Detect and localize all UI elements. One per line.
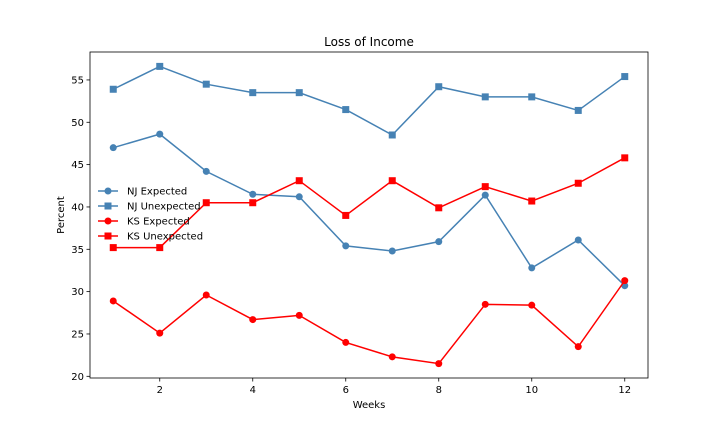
legend-item: KS Unexpected <box>98 232 203 243</box>
y-tick-label: 50 <box>71 118 84 129</box>
data-point <box>295 177 303 185</box>
data-point <box>249 199 257 207</box>
data-point <box>481 191 489 199</box>
x-tick-label: 8 <box>436 385 442 396</box>
data-point <box>621 154 629 162</box>
legend-marker <box>104 187 112 195</box>
series-4 <box>109 154 629 252</box>
series-line <box>112 65 626 136</box>
data-point <box>621 73 629 81</box>
series-2 <box>109 62 629 139</box>
data-point <box>295 193 303 201</box>
data-point <box>342 211 350 219</box>
data-point <box>574 106 582 114</box>
data-point <box>435 204 443 212</box>
data-point <box>156 329 164 337</box>
legend-item: NJ Unexpected <box>98 202 201 213</box>
legend-marker <box>104 202 112 210</box>
data-point <box>388 247 396 255</box>
x-tick-label: 12 <box>618 385 631 396</box>
series-line <box>113 157 626 249</box>
y-tick-label: 45 <box>71 160 84 171</box>
data-point <box>109 244 117 252</box>
legend-label: KS Expected <box>127 217 190 228</box>
data-point <box>249 316 257 324</box>
data-point <box>249 190 257 198</box>
series-layer <box>109 62 629 368</box>
data-point <box>156 130 164 138</box>
legend-label: KS Unexpected <box>127 232 203 243</box>
data-point <box>202 167 210 175</box>
data-point <box>295 311 303 319</box>
y-tick-label: 25 <box>71 329 84 340</box>
y-tick-label: 30 <box>71 287 84 298</box>
data-point <box>342 106 350 114</box>
series-line <box>113 133 626 287</box>
y-tick-label: 35 <box>71 245 84 256</box>
data-point <box>388 131 396 139</box>
data-point <box>156 244 164 252</box>
x-tick-label: 2 <box>157 385 163 396</box>
data-point <box>481 183 489 191</box>
y-tick-label: 20 <box>71 372 84 383</box>
legend-item: NJ Expected <box>98 187 187 198</box>
data-point <box>202 80 210 88</box>
data-point <box>109 144 117 152</box>
data-point <box>481 300 489 308</box>
data-point <box>249 89 257 97</box>
series-line <box>112 280 626 365</box>
y-tick-label: 55 <box>71 75 84 86</box>
data-point <box>435 83 443 91</box>
data-point <box>528 93 536 101</box>
legend-marker <box>104 232 112 240</box>
y-axis-label: Percent <box>56 196 67 234</box>
data-point <box>528 301 536 309</box>
axes: 2 4 6 8 10 12 20 25 30 35 40 45 50 55 <box>71 51 649 396</box>
data-point <box>295 89 303 97</box>
legend-label: NJ Expected <box>127 187 187 198</box>
series-3 <box>109 277 629 368</box>
data-point <box>388 353 396 361</box>
data-point <box>202 291 210 299</box>
data-point <box>388 177 396 185</box>
x-tick-label: 10 <box>525 385 538 396</box>
data-point <box>574 343 582 351</box>
data-point <box>435 238 443 246</box>
plot-frame <box>89 51 649 379</box>
data-point <box>342 338 350 346</box>
data-point <box>481 93 489 101</box>
data-point <box>435 360 443 368</box>
x-axis-label: Weeks <box>353 400 386 411</box>
data-point <box>202 199 210 207</box>
data-point <box>109 297 117 305</box>
legend-item: KS Expected <box>98 217 190 228</box>
data-point <box>574 236 582 244</box>
data-point <box>574 179 582 187</box>
legend-label: NJ Unexpected <box>127 202 201 213</box>
data-point <box>342 242 350 250</box>
legend: NJ Expected NJ Unexpected KS Expected KS Un… <box>98 187 203 243</box>
x-tick-label: 4 <box>250 385 256 396</box>
data-point <box>109 85 117 93</box>
legend-marker <box>104 217 112 225</box>
data-point <box>528 264 536 272</box>
data-point <box>528 197 536 205</box>
series-1 <box>109 130 629 290</box>
data-point <box>156 62 164 70</box>
chart-title: Loss of Income <box>324 35 414 49</box>
y-tick-label: 40 <box>71 202 84 213</box>
data-point <box>621 277 629 285</box>
x-tick-label: 6 <box>343 385 349 396</box>
